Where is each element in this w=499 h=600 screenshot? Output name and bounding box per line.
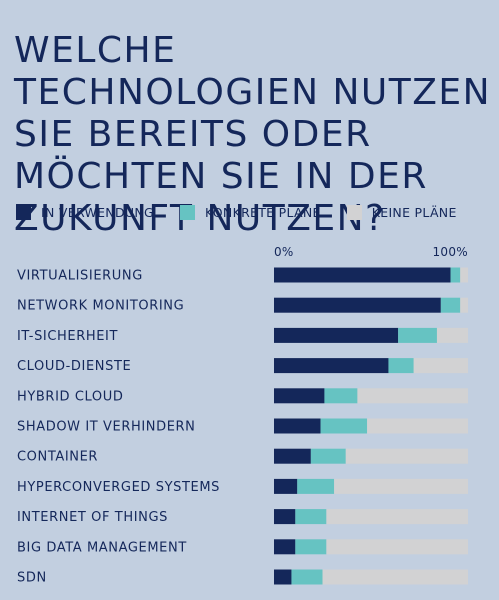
bar-virtualisierung-in-verwendung (274, 267, 451, 283)
bar-network-monitoring-in-verwendung (274, 297, 441, 313)
bar-cloud-dienste-konkrete-pl-ne (388, 358, 414, 374)
category-label-internet-of-things: INTERNET OF THINGS (17, 510, 168, 525)
bar-sdn-keine-pl-ne (322, 569, 468, 585)
bar-sdn-konkrete-pl-ne (291, 569, 323, 585)
legend-swatch-concrete-plans (179, 205, 195, 220)
bar-big-data-management-keine-pl-ne (326, 539, 468, 555)
bar-internet-of-things-keine-pl-ne (326, 509, 468, 525)
legend-swatch-in-use (16, 205, 31, 220)
bar-shadow-it-verhindern-konkrete-pl-ne (320, 418, 368, 434)
bar-hyperconverged-systems-in-verwendung (274, 478, 298, 494)
legend-item-no-plans: KEINE PLÄNE (346, 205, 457, 220)
category-label-hybrid-cloud: HYBRID CLOUD (17, 389, 123, 404)
bar-cloud-dienste-keine-pl-ne (413, 358, 468, 374)
bar-it-sicherheit-in-verwendung (274, 327, 399, 343)
bar-sdn-in-verwendung (274, 569, 292, 585)
tick-label-0: 0% (274, 245, 294, 259)
legend-label-in-use: IN VERWENDUNG (41, 205, 154, 220)
bar-hybrid-cloud-konkrete-pl-ne (324, 388, 358, 404)
legend-label-concrete-plans: KONKRETE PLÄNE (204, 205, 321, 220)
bar-shadow-it-verhindern-keine-pl-ne (367, 418, 468, 434)
chart-title: WELCHE TECHNOLOGIEN NUTZEN SIE BEREITS O… (14, 30, 492, 239)
legend-item-concrete-plans: KONKRETE PLÄNE (179, 205, 321, 220)
bar-cloud-dienste-in-verwendung (274, 358, 389, 374)
bar-hybrid-cloud-in-verwendung (274, 388, 325, 404)
category-label-shadow-it-verhindern: SHADOW IT VERHINDERN (17, 420, 196, 435)
bar-internet-of-things-in-verwendung (274, 509, 296, 525)
category-label-virtualisierung: VIRTUALISIERUNG (17, 269, 143, 284)
bar-hybrid-cloud-keine-pl-ne (357, 388, 468, 404)
category-label-cloud-dienste: CLOUD-DIENSTE (17, 359, 131, 374)
category-label-it-sicherheit: IT-SICHERHEIT (17, 329, 118, 344)
bar-hyperconverged-systems-konkrete-pl-ne (297, 478, 335, 494)
bar-network-monitoring-konkrete-pl-ne (440, 297, 461, 313)
bar-network-monitoring-keine-pl-ne (460, 297, 468, 313)
legend-swatch-no-plans (346, 205, 362, 220)
bar-container-konkrete-pl-ne (310, 448, 346, 464)
bar-big-data-management-konkrete-pl-ne (295, 539, 327, 555)
category-label-container: CONTAINER (17, 450, 98, 465)
bar-container-keine-pl-ne (345, 448, 468, 464)
bar-big-data-management-in-verwendung (274, 539, 296, 555)
bar-it-sicherheit-konkrete-pl-ne (398, 327, 437, 343)
bar-it-sicherheit-keine-pl-ne (436, 327, 468, 343)
bar-hyperconverged-systems-keine-pl-ne (334, 478, 468, 494)
legend-label-no-plans: KEINE PLÄNE (371, 205, 457, 220)
category-label-big-data-management: BIG DATA MANAGEMENT (17, 540, 187, 555)
bar-container-in-verwendung (274, 448, 311, 464)
category-label-network-monitoring: NETWORK MONITORING (17, 299, 184, 314)
bar-virtualisierung-konkrete-pl-ne (450, 267, 461, 283)
bar-internet-of-things-konkrete-pl-ne (295, 509, 327, 525)
bar-virtualisierung-keine-pl-ne (460, 267, 468, 283)
bar-shadow-it-verhindern-in-verwendung (274, 418, 321, 434)
legend: IN VERWENDUNG KONKRETE PLÄNE KEINE PLÄNE (16, 205, 496, 220)
tick-label-100: 100% (432, 245, 468, 259)
legend-item-in-use: IN VERWENDUNG (16, 205, 154, 220)
category-label-sdn: SDN (17, 571, 47, 586)
category-label-hyperconverged-systems: HYPERCONVERGED SYSTEMS (17, 480, 220, 495)
